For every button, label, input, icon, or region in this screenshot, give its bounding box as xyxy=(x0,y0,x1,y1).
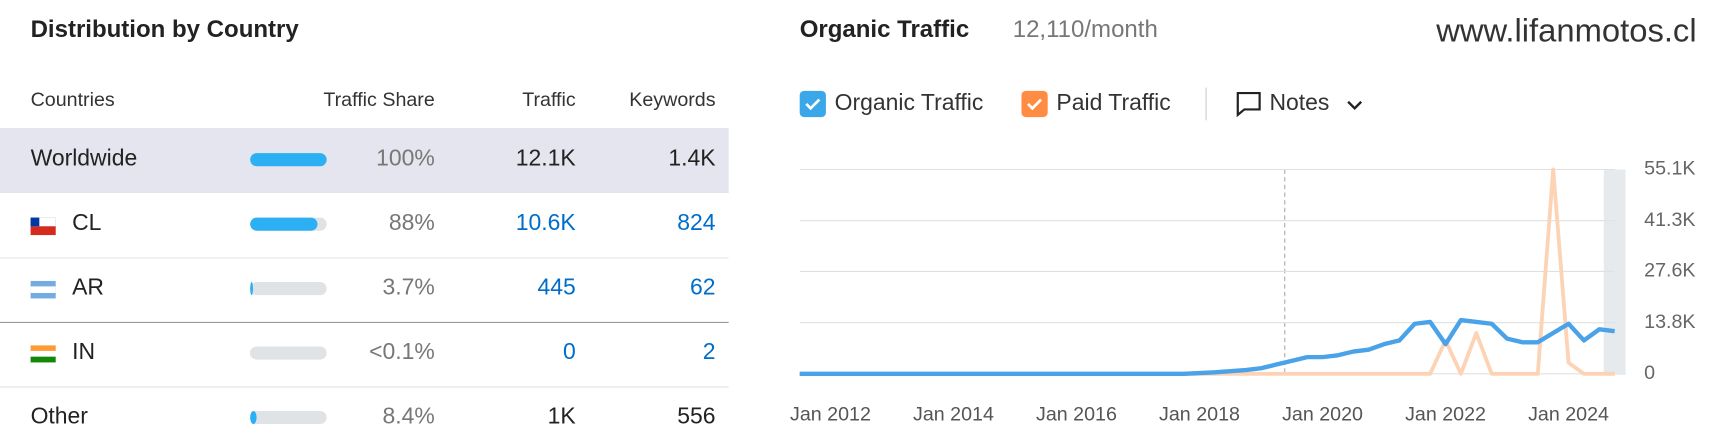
keywords: 824 xyxy=(677,209,716,235)
traffic: 0 xyxy=(563,338,576,364)
site-name: www.lifanmotos.cl xyxy=(1435,12,1696,49)
row-highlight xyxy=(0,128,729,193)
column-header: Countries xyxy=(31,89,115,111)
traffic: 10.6K xyxy=(516,209,577,235)
x-tick-label: Jan 2018 xyxy=(1159,404,1240,426)
column-header: Traffic Share xyxy=(323,89,434,111)
series-line xyxy=(799,167,1615,376)
series-line xyxy=(799,317,1615,376)
checkbox[interactable] xyxy=(1021,90,1048,118)
x-tick-label: Jan 2020 xyxy=(1282,404,1363,426)
flag-cl xyxy=(30,217,56,236)
x-tick-label: Jan 2022 xyxy=(1405,404,1486,426)
share-label: 8.4% xyxy=(383,403,435,429)
country-name: Worldwide xyxy=(31,145,138,171)
country-name: Other xyxy=(31,403,89,429)
traffic: 445 xyxy=(537,274,575,300)
share-bar xyxy=(250,282,254,296)
check xyxy=(805,98,821,111)
share-track xyxy=(250,282,327,296)
country-name: AR xyxy=(72,274,104,300)
flag-in xyxy=(30,345,56,363)
legend-label: Paid Traffic xyxy=(1056,89,1170,115)
keywords: 2 xyxy=(703,338,716,364)
projection-band xyxy=(1603,169,1626,375)
x-tick-label: Jan 2016 xyxy=(1036,404,1117,426)
share-label: 88% xyxy=(389,209,435,235)
y-tick-label: 27.6K xyxy=(1644,260,1695,282)
flag-ar xyxy=(30,280,56,299)
legend-label: Organic Traffic xyxy=(835,89,984,115)
chart-title: Organic Traffic xyxy=(800,16,969,43)
country-name: IN xyxy=(72,338,95,364)
share-track xyxy=(250,346,327,360)
check xyxy=(1027,98,1043,111)
notes-button[interactable]: Notes xyxy=(1269,89,1329,115)
x-tick-label: Jan 2024 xyxy=(1528,404,1609,426)
share-bar xyxy=(250,217,318,231)
y-tick-label: 0 xyxy=(1644,362,1655,384)
keywords: 1.4K xyxy=(668,145,716,171)
panel-title: Distribution by Country xyxy=(31,16,300,43)
notes-icon[interactable] xyxy=(1236,91,1261,118)
x-tick-label: Jan 2012 xyxy=(790,404,871,426)
chevron[interactable] xyxy=(1347,100,1363,111)
column-header: Keywords xyxy=(629,89,715,111)
y-tick-label: 55.1K xyxy=(1644,158,1695,180)
y-tick-label: 41.3K xyxy=(1644,209,1695,231)
share-bar xyxy=(250,410,257,425)
country-name: CL xyxy=(72,209,101,235)
chart-subtitle: 12,110/month xyxy=(1013,16,1158,43)
keywords: 556 xyxy=(677,403,715,429)
share-track xyxy=(250,410,327,425)
share-label: <0.1% xyxy=(369,338,435,364)
column-header: Traffic xyxy=(522,89,576,111)
y-tick-label: 13.8K xyxy=(1644,311,1695,333)
share-label: 100% xyxy=(376,145,435,171)
x-tick-label: Jan 2014 xyxy=(913,404,994,426)
keywords: 62 xyxy=(690,274,716,300)
checkbox[interactable] xyxy=(799,90,826,118)
share-bar xyxy=(250,153,327,167)
share-label: 3.7% xyxy=(383,274,435,300)
traffic: 12.1K xyxy=(516,145,577,171)
traffic: 1K xyxy=(548,403,577,429)
